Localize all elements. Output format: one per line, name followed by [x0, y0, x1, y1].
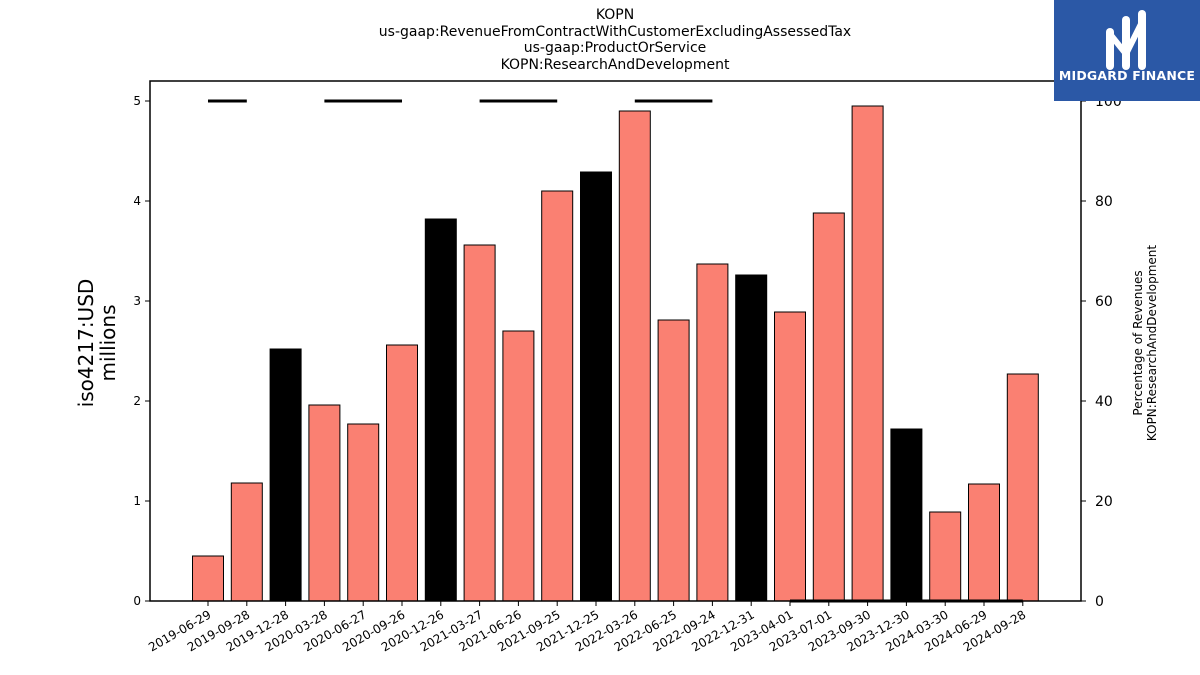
y2-tick-label: 80	[1095, 194, 1113, 210]
chart-title-line-2: us-gaap:RevenueFromContractWithCustomerE…	[378, 24, 852, 40]
y-tick-label: 0	[133, 594, 141, 608]
y-tick-label: 4	[133, 194, 141, 208]
y2-axis-label-line-1: Percentage of Revenues	[1131, 270, 1145, 416]
bar-2024-03-30	[929, 511, 962, 602]
bar-2019-09-28	[230, 482, 263, 602]
bar-2019-06-29	[192, 555, 224, 602]
bar-2019-12-28	[269, 348, 302, 602]
bar-2023-07-01	[812, 212, 845, 602]
y2-axis-label-line-2: KOPN:ResearchAndDevelopment	[1145, 244, 1159, 442]
bar-2022-09-24	[696, 263, 729, 602]
y2-tick-label: 40	[1095, 394, 1113, 410]
y2-axis-label: Percentage of Revenues KOPN:ResearchAndD…	[1131, 245, 1159, 441]
y2-tick-label: 20	[1095, 494, 1113, 510]
y-tick-label: 3	[133, 294, 141, 308]
bar-2023-12-30	[890, 428, 923, 602]
bar-2020-09-26	[386, 344, 418, 602]
bar-2024-06-29	[968, 483, 1000, 602]
y-axis-label-line-2: millions	[96, 304, 120, 382]
y-tick-label: 1	[133, 494, 141, 508]
plot-frame	[149, 80, 1082, 602]
bar-2020-12-26	[424, 218, 457, 602]
chart-title-line-4: KOPN:ResearchAndDevelopment	[500, 57, 730, 73]
bar-2023-09-30	[851, 105, 884, 602]
y-tick-label: 5	[133, 94, 141, 108]
y2-tick-label: 0	[1095, 594, 1104, 610]
bar-2022-12-31	[735, 274, 768, 602]
bar-2022-03-26	[618, 110, 651, 602]
bar-2020-06-27	[347, 423, 380, 602]
bar-2021-09-25	[541, 190, 574, 602]
bar-2023-04-01	[774, 311, 806, 602]
bar-2021-12-25	[580, 171, 612, 602]
y-tick-label: 2	[133, 394, 141, 408]
bar-2021-03-27	[463, 244, 496, 602]
y2-tick-label: 60	[1095, 294, 1113, 310]
midgard-finance-logo: MIDGARD FINANCE	[1054, 0, 1200, 101]
logo-text: MIDGARD FINANCE	[1058, 68, 1196, 83]
y-axis-label: iso4217:USD millions	[74, 278, 120, 408]
bars-group	[192, 105, 1039, 602]
logo-mark-icon	[1106, 10, 1146, 70]
bar-2020-03-28	[308, 404, 341, 602]
chart-title-line-1: KOPN	[595, 7, 635, 23]
chart-title-line-3: us-gaap:ProductOrService	[523, 40, 707, 56]
bar-2021-06-26	[502, 330, 535, 602]
bar-2022-06-25	[657, 319, 690, 602]
y-axis-label-line-1: iso4217:USD	[74, 278, 98, 408]
bar-2024-09-28	[1006, 373, 1039, 602]
